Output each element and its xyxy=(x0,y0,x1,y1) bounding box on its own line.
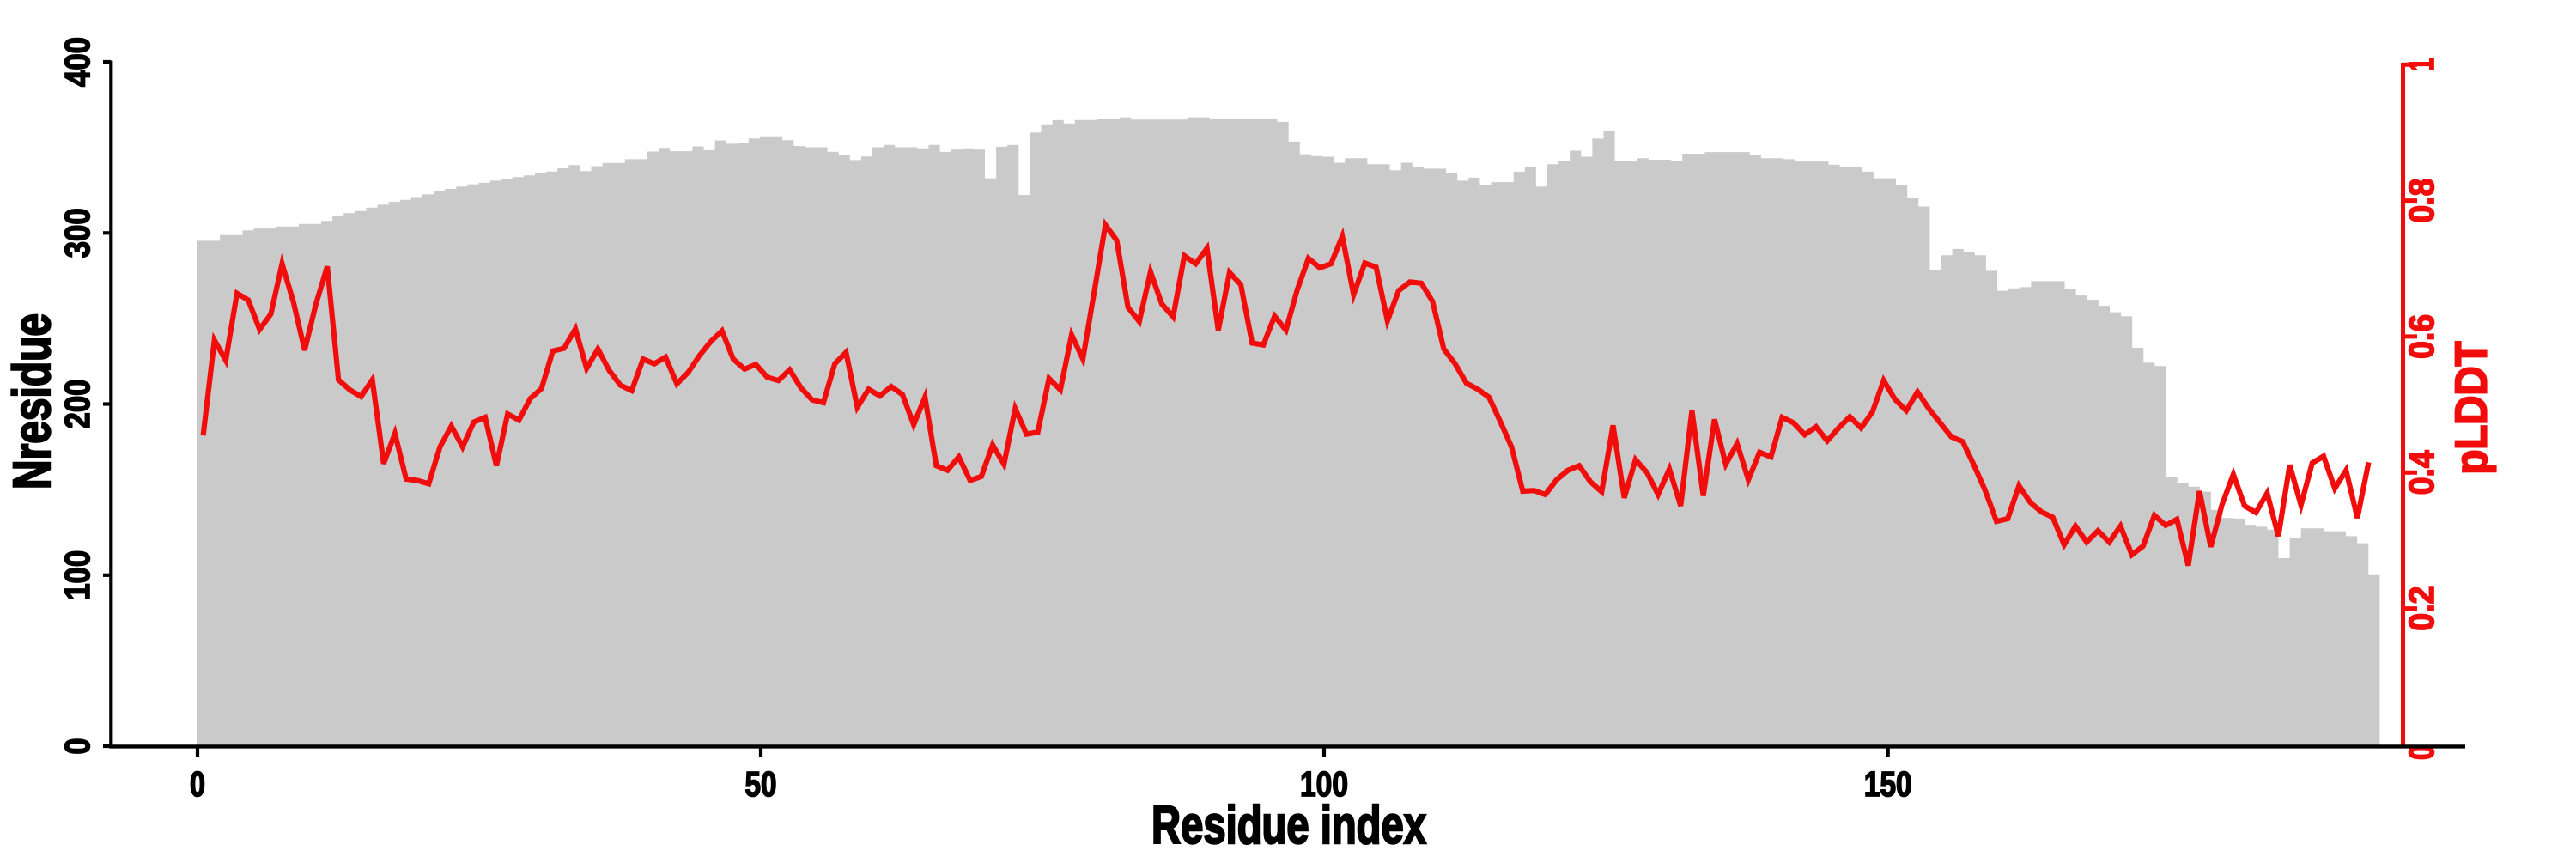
svg-text:0.2: 0.2 xyxy=(2402,586,2441,631)
svg-text:Nresidue: Nresidue xyxy=(3,313,61,489)
svg-text:150: 150 xyxy=(1864,764,1912,804)
svg-text:0: 0 xyxy=(190,764,205,804)
svg-text:1: 1 xyxy=(2402,58,2441,71)
svg-text:0.6: 0.6 xyxy=(2402,314,2441,359)
svg-text:0: 0 xyxy=(58,738,97,755)
svg-text:200: 200 xyxy=(58,380,97,429)
svg-text:400: 400 xyxy=(58,37,97,87)
svg-text:50: 50 xyxy=(745,764,777,804)
svg-text:0.8: 0.8 xyxy=(2402,179,2441,223)
svg-text:Residue index: Residue index xyxy=(1151,796,1426,855)
svg-text:pLDDT: pLDDT xyxy=(2447,341,2497,474)
svg-text:100: 100 xyxy=(58,550,97,600)
svg-text:0.4: 0.4 xyxy=(2402,450,2441,495)
svg-text:300: 300 xyxy=(58,208,97,258)
svg-text:100: 100 xyxy=(1300,764,1348,804)
